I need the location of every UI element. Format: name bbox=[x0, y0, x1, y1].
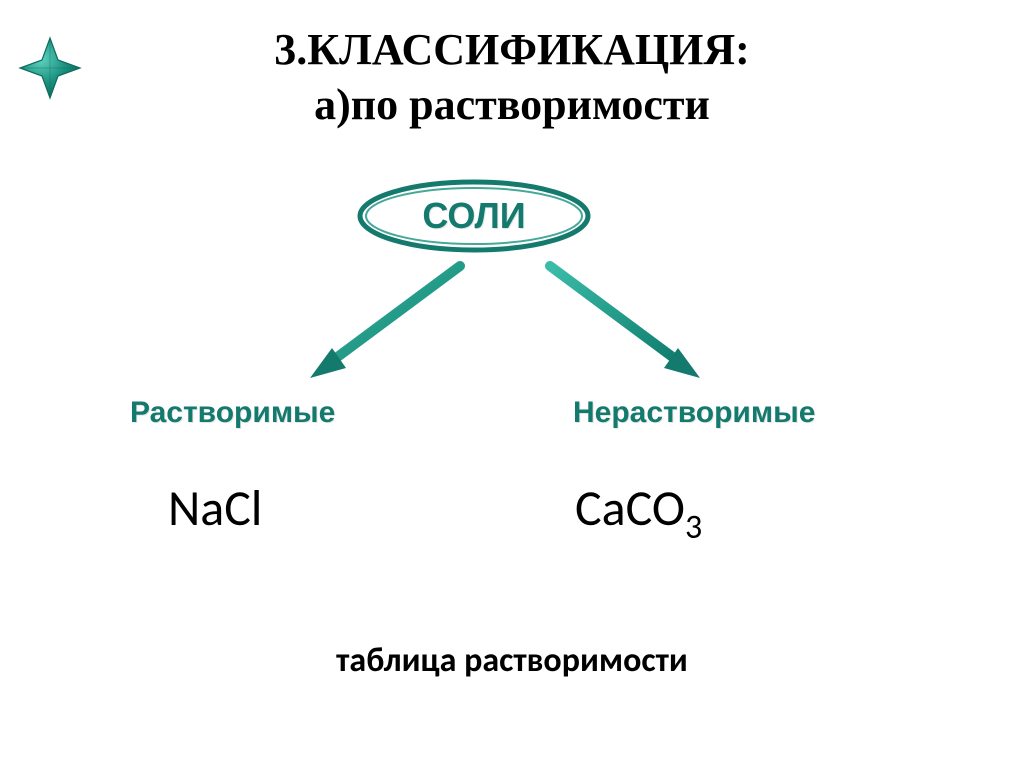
formula-text: NaCl bbox=[168, 478, 262, 539]
root-node: СОЛИ bbox=[354, 176, 594, 256]
footer-caption: таблица растворимости bbox=[0, 640, 1024, 681]
branch-label-soluble: Растворимые bbox=[130, 396, 335, 430]
arrow-right-icon bbox=[550, 266, 700, 378]
title-line-2: а)по растворимости bbox=[0, 77, 1024, 132]
formula-caco3: CaCO3 bbox=[575, 478, 702, 546]
branch-arrows bbox=[250, 258, 770, 398]
formula-nacl: NaCl bbox=[168, 478, 262, 539]
title-line-1: 3.КЛАССИФИКАЦИЯ: bbox=[0, 22, 1024, 77]
arrow-left-icon bbox=[310, 266, 460, 378]
slide-title: 3.КЛАССИФИКАЦИЯ: а)по растворимости bbox=[0, 22, 1024, 132]
branch-label-insoluble: Нерастворимые bbox=[573, 396, 815, 430]
formula-subscript: 3 bbox=[685, 507, 702, 548]
formula-text: CaCO bbox=[575, 478, 685, 539]
root-label: СОЛИ bbox=[422, 195, 525, 237]
